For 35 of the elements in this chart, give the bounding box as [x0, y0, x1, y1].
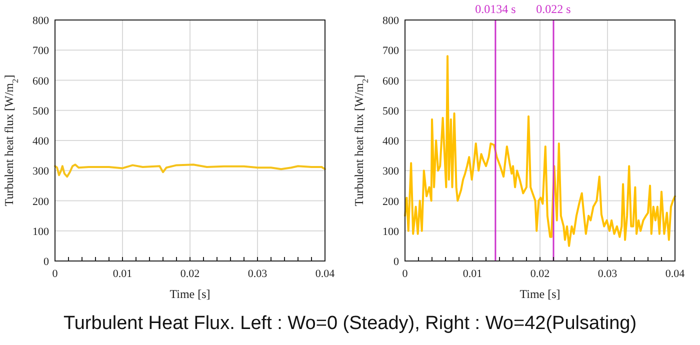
y-tick-label: 600 — [382, 75, 400, 88]
x-tick-label: 0.02 — [530, 268, 550, 280]
x-tick-label: 0 — [402, 268, 408, 280]
y-tick-label: 100 — [32, 226, 50, 238]
text: Turbulent Heat Flux. Left : Wo=0 (Steady), Right : Wo=42(Pulsating) — [63, 313, 637, 334]
x-tick-label: 0.03 — [598, 268, 618, 280]
x-tick-label: 0.02 — [180, 268, 200, 280]
ref-line-label: 0.0134 s — [475, 2, 516, 16]
x-tick-label: 0.01 — [112, 268, 132, 280]
x-axis-title: Time [s] — [170, 287, 210, 301]
x-tick-label: 0.01 — [462, 268, 482, 280]
y-tick-label: 400 — [32, 136, 50, 148]
y-tick-label: 200 — [32, 196, 50, 208]
y-tick-label: 500 — [382, 105, 400, 118]
line-series — [54, 164, 326, 178]
x-tick-label: 0.04 — [315, 268, 336, 280]
y-tick-label: 800 — [382, 15, 400, 27]
y-tick-label: 700 — [32, 45, 50, 58]
line-series — [404, 55, 676, 247]
y-tick-label: 100 — [382, 226, 400, 238]
y-tick-label: 600 — [32, 75, 50, 88]
x-tick-label: 0 — [52, 268, 58, 280]
y-tick-label: 0 — [44, 256, 50, 268]
y-tick-label: 300 — [32, 166, 50, 178]
y-tick-label: 700 — [382, 45, 400, 58]
x-tick-label: 0.03 — [248, 268, 268, 280]
y-tick-label: 500 — [32, 105, 50, 118]
x-tick-label: 0.04 — [665, 268, 686, 280]
y-tick-label: 0 — [394, 256, 400, 268]
x-axis-title: Time [s] — [520, 287, 560, 301]
y-tick-label: 800 — [32, 15, 50, 27]
y-tick-label: 400 — [382, 136, 400, 148]
y-tick-label: 300 — [382, 166, 400, 178]
ref-line-label: 0.022 s — [536, 2, 572, 16]
y-tick-label: 200 — [382, 196, 400, 208]
